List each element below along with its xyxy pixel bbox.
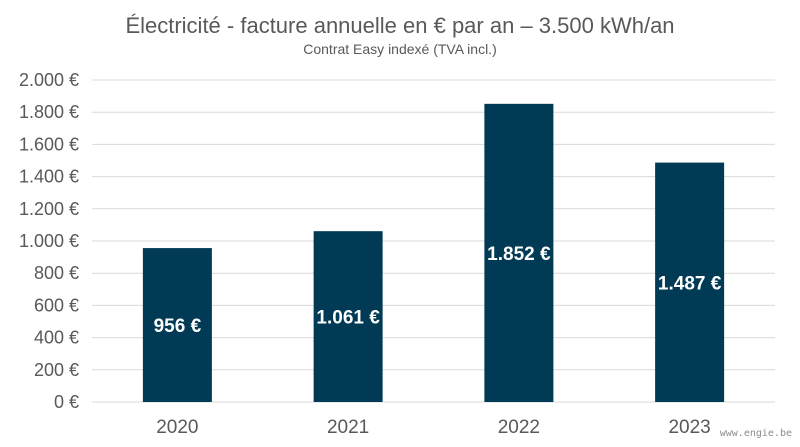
y-tick-label: 800 € (34, 263, 79, 283)
y-tick-label: 0 € (54, 392, 79, 412)
data-label: 1.487 € (658, 273, 722, 294)
y-tick-label: 200 € (34, 360, 79, 380)
chart-subtitle: Contrat Easy indexé (TVA incl.) (303, 41, 497, 57)
y-tick-label: 1.600 € (19, 134, 79, 154)
x-tick-label: 2021 (327, 417, 369, 438)
bar (142, 248, 212, 402)
x-tick-label: 2022 (498, 417, 540, 438)
y-tick-label: 1.800 € (19, 102, 79, 122)
bar (313, 231, 383, 402)
x-tick-label: 2023 (668, 417, 710, 438)
y-tick-label: 1.200 € (19, 199, 79, 219)
data-label: 1.061 € (316, 308, 380, 329)
y-tick-label: 400 € (34, 328, 79, 348)
x-tick-label: 2020 (156, 417, 198, 438)
y-tick-label: 2.000 € (19, 70, 79, 90)
bar (484, 103, 554, 402)
y-tick-label: 600 € (34, 295, 79, 315)
y-tick-label: 1.400 € (19, 167, 79, 187)
data-label: 1.852 € (487, 244, 551, 265)
bar (655, 162, 725, 402)
watermark: www.engie.be (719, 428, 792, 439)
chart-title: Électricité - facture annuelle en € par … (125, 13, 675, 38)
data-label: 956 € (154, 316, 202, 337)
y-tick-label: 1.000 € (19, 231, 79, 251)
